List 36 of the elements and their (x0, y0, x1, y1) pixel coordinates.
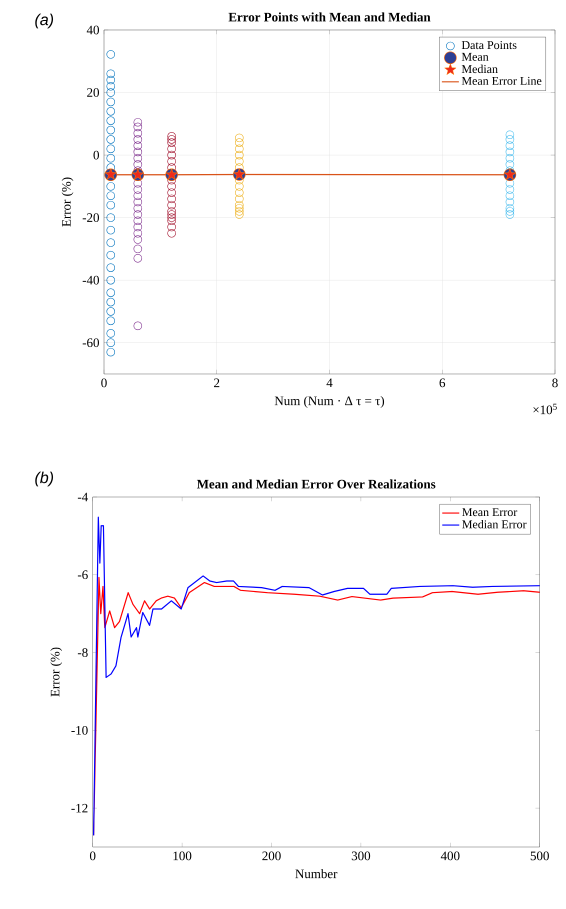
text: ×10$^{5}$ (533, 404, 557, 414)
y-tick-label: -20 (82, 213, 99, 222)
y-tick-label: -60 (82, 338, 99, 348)
text: (b) (35, 472, 54, 486)
legend-label: Mean Error (462, 508, 518, 516)
x-tick-label: 300 (352, 852, 370, 860)
y-tick-label: -4 (78, 492, 88, 502)
x-tick-label: 4 (326, 378, 333, 388)
y-tick-label: -6 (78, 570, 88, 580)
y-tick-label: -12 (71, 804, 88, 812)
legend-label: Median Error (462, 520, 526, 528)
y-tick-label: -8 (78, 648, 88, 657)
x-tick-label: 2 (214, 378, 220, 388)
y-tick-label: 0 (94, 150, 99, 160)
legend-label: Median (462, 64, 498, 74)
y-axis-title: Error (%) (50, 648, 62, 697)
x-tick-label: 6 (440, 378, 446, 388)
y-tick-label: 40 (86, 26, 99, 34)
x-tick-label: 8 (552, 378, 558, 388)
x-tick-label: 200 (262, 852, 281, 860)
y-tick-label: -10 (71, 726, 88, 735)
x-tick-label: 100 (174, 852, 192, 860)
legend-label: Data Points (462, 41, 516, 50)
x-tick-label: 0 (101, 378, 107, 388)
text: (a) (35, 14, 54, 28)
chart-title: Error Points with Mean and Median (228, 12, 430, 22)
x-axis-title: Num (Num · Δ τ = τ) (274, 396, 384, 408)
y-tick-label: -40 (82, 276, 99, 285)
chart-title: Mean and Median Error Over Realizations (196, 479, 436, 489)
legend-label: Mean (462, 52, 489, 61)
x-tick-label: 500 (530, 852, 549, 860)
x-axis-title: Number (295, 869, 338, 878)
y-axis-title: Error (%) (62, 178, 74, 227)
legend-label: Mean Error Line (462, 76, 542, 85)
y-tick-label: 20 (87, 88, 99, 97)
x-tick-label: 400 (440, 852, 460, 860)
